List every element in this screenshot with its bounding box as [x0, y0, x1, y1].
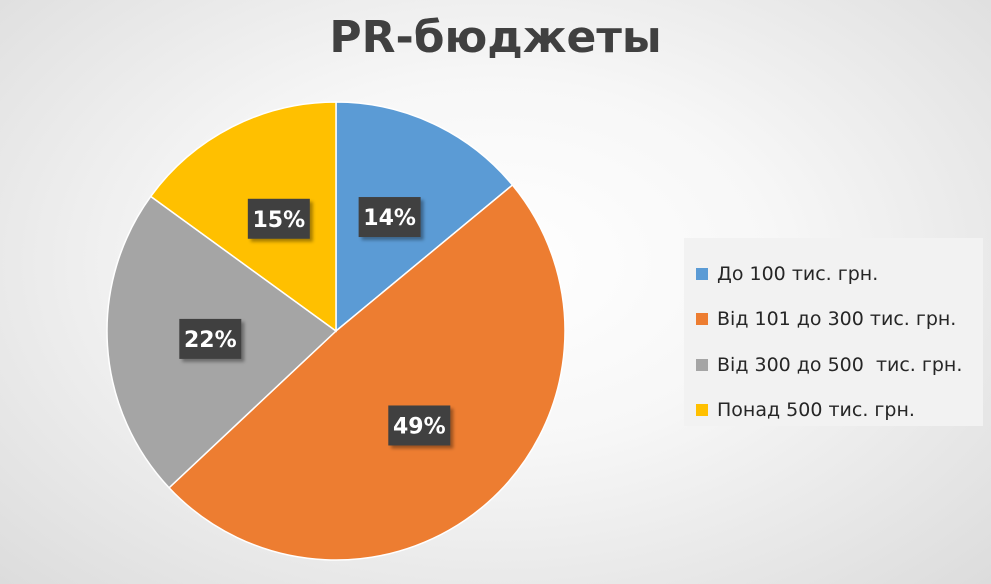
legend: До 100 тис. грн. Від 101 до 300 тис. грн.…	[684, 238, 983, 426]
legend-item-1: Від 101 до 300 тис. грн.	[696, 297, 983, 343]
legend-swatch	[696, 358, 708, 371]
legend-label: Понад 500 тис. грн.	[717, 399, 915, 422]
data-label-box	[358, 197, 421, 238]
data-label-text: 49%	[393, 414, 446, 439]
data-label-0: 14%	[358, 197, 421, 238]
data-label-3: 15%	[247, 198, 310, 239]
legend-label: До 100 тис. грн.	[717, 262, 879, 285]
data-label-text: 22%	[184, 328, 237, 353]
legend-item-2: Від 300 до 500 тис. грн.	[696, 342, 983, 388]
data-label-box	[179, 318, 242, 359]
data-label-box	[247, 198, 310, 239]
pie-slice-3	[149, 101, 337, 333]
legend-item-0: До 100 тис. грн.	[696, 251, 983, 297]
data-label-text: 14%	[363, 206, 416, 231]
pie-slice-0	[335, 101, 514, 333]
legend-swatch	[696, 267, 708, 280]
legend-swatch	[696, 404, 708, 417]
pie-slice-1	[168, 183, 566, 561]
legend-swatch	[696, 313, 708, 326]
data-label-box	[388, 405, 451, 446]
data-label-text: 15%	[252, 208, 305, 233]
legend-label: Від 101 до 300 тис. грн.	[717, 308, 957, 331]
data-label-1: 49%	[388, 405, 451, 446]
data-label-2: 22%	[179, 318, 242, 359]
chart-title: PR-бюджеты	[329, 12, 662, 63]
legend-label: Від 300 до 500 тис. грн.	[717, 353, 963, 376]
legend-item-3: Понад 500 тис. грн.	[696, 388, 983, 434]
